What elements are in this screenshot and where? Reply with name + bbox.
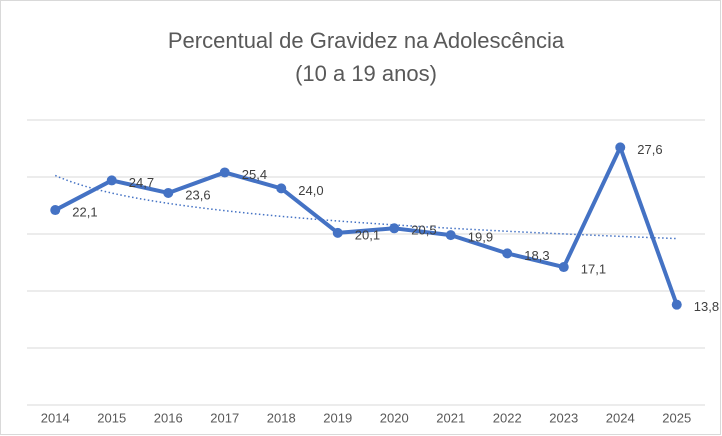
chart-subtitle: (10 a 19 anos) (295, 61, 437, 86)
data-label: 27,6 (637, 142, 662, 157)
data-point (163, 187, 174, 198)
data-point (106, 175, 117, 186)
data-point (558, 262, 569, 273)
data-label: 18,3 (524, 248, 549, 263)
data-point (502, 248, 513, 259)
x-tick-label: 2024 (606, 410, 635, 425)
data-point (445, 230, 456, 241)
data-point (615, 142, 626, 153)
data-point (50, 205, 61, 216)
x-tick-label: 2020 (380, 410, 409, 425)
data-label: 25,4 (242, 167, 267, 182)
x-tick-label: 2016 (154, 410, 183, 425)
data-label: 20,1 (355, 227, 380, 242)
data-point (671, 299, 682, 310)
data-label: 19,9 (468, 230, 493, 245)
data-label: 22,1 (72, 204, 97, 219)
data-label: 23,6 (185, 187, 210, 202)
data-label: 13,8 (694, 299, 719, 314)
data-point (389, 223, 400, 234)
chart-title: Percentual de Gravidez na Adolescência (168, 28, 565, 53)
data-label: 24,0 (298, 183, 323, 198)
data-point (332, 227, 343, 238)
data-point (219, 167, 230, 178)
data-label: 20,5 (411, 223, 436, 238)
x-tick-label: 2017 (210, 410, 239, 425)
x-tick-label: 2025 (662, 410, 691, 425)
x-tick-label: 2018 (267, 410, 296, 425)
x-tick-label: 2015 (97, 410, 126, 425)
data-line (54, 145, 679, 306)
x-tick-label: 2021 (436, 410, 465, 425)
x-tick-label: 2023 (549, 410, 578, 425)
data-label: 17,1 (581, 261, 606, 276)
data-point (276, 183, 287, 194)
x-tick-label: 2022 (493, 410, 522, 425)
data-label: 24,7 (129, 175, 154, 190)
x-tick-label: 2014 (41, 410, 70, 425)
x-tick-label: 2019 (323, 410, 352, 425)
